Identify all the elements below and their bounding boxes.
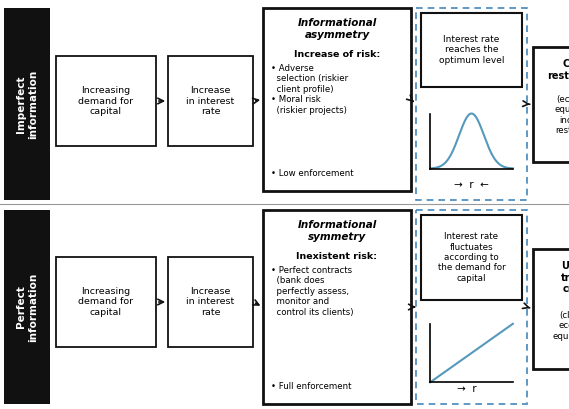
Bar: [533, 249, 569, 369]
Text: Increasing
demand for
capital: Increasing demand for capital: [79, 86, 134, 116]
Text: Informational
asymmetry: Informational asymmetry: [298, 18, 377, 40]
Bar: [421, 215, 522, 300]
Text: Credit
restrictions: Credit restrictions: [547, 59, 569, 81]
Text: Interest rate
fluctuates
according to
the demand for
capital: Interest rate fluctuates according to th…: [438, 232, 505, 283]
Bar: [421, 13, 522, 87]
Text: Imperfect
information: Imperfect information: [16, 70, 38, 139]
Bar: [168, 56, 253, 146]
Text: Increase of risk:: Increase of risk:: [294, 50, 380, 59]
Bar: [263, 210, 411, 404]
Text: Increasing
demand for
capital: Increasing demand for capital: [79, 287, 134, 317]
Text: Increase
in interest
rate: Increase in interest rate: [187, 287, 234, 317]
Text: Perfect
information: Perfect information: [16, 272, 38, 342]
Bar: [168, 257, 253, 347]
Bar: [4, 210, 50, 404]
Text: Increase
in interest
rate: Increase in interest rate: [187, 86, 234, 116]
Text: (economic
equilibrium
including
restriction): (economic equilibrium including restrict…: [555, 95, 569, 135]
Text: Interest rate
reaches the
optimum level: Interest rate reaches the optimum level: [439, 35, 504, 65]
Bar: [416, 210, 527, 404]
Text: (classical
economic
equilibrium): (classical economic equilibrium): [553, 311, 569, 341]
Bar: [4, 8, 50, 200]
Text: Informational
symmetry: Informational symmetry: [298, 220, 377, 242]
Bar: [263, 8, 411, 191]
Text: • Perfect contracts
  (bank does
  perfectly assess,
  monitor and
  control its: • Perfect contracts (bank does perfectly…: [271, 266, 353, 317]
Text: Unres-
tricted
credit: Unres- tricted credit: [560, 261, 569, 294]
Text: Inexistent risk:: Inexistent risk:: [296, 252, 377, 261]
Bar: [56, 56, 156, 146]
Text: →  r: → r: [457, 384, 476, 394]
Text: • Full enforcement: • Full enforcement: [271, 382, 352, 391]
Text: • Low enforcement: • Low enforcement: [271, 169, 353, 178]
Bar: [56, 257, 156, 347]
Bar: [533, 47, 569, 162]
Text: • Adverse
  selection (riskier
  client profile)
• Moral risk
  (riskier project: • Adverse selection (riskier client prof…: [271, 64, 348, 115]
Bar: [416, 8, 527, 200]
Text: →  r  ←: → r ←: [454, 180, 489, 190]
